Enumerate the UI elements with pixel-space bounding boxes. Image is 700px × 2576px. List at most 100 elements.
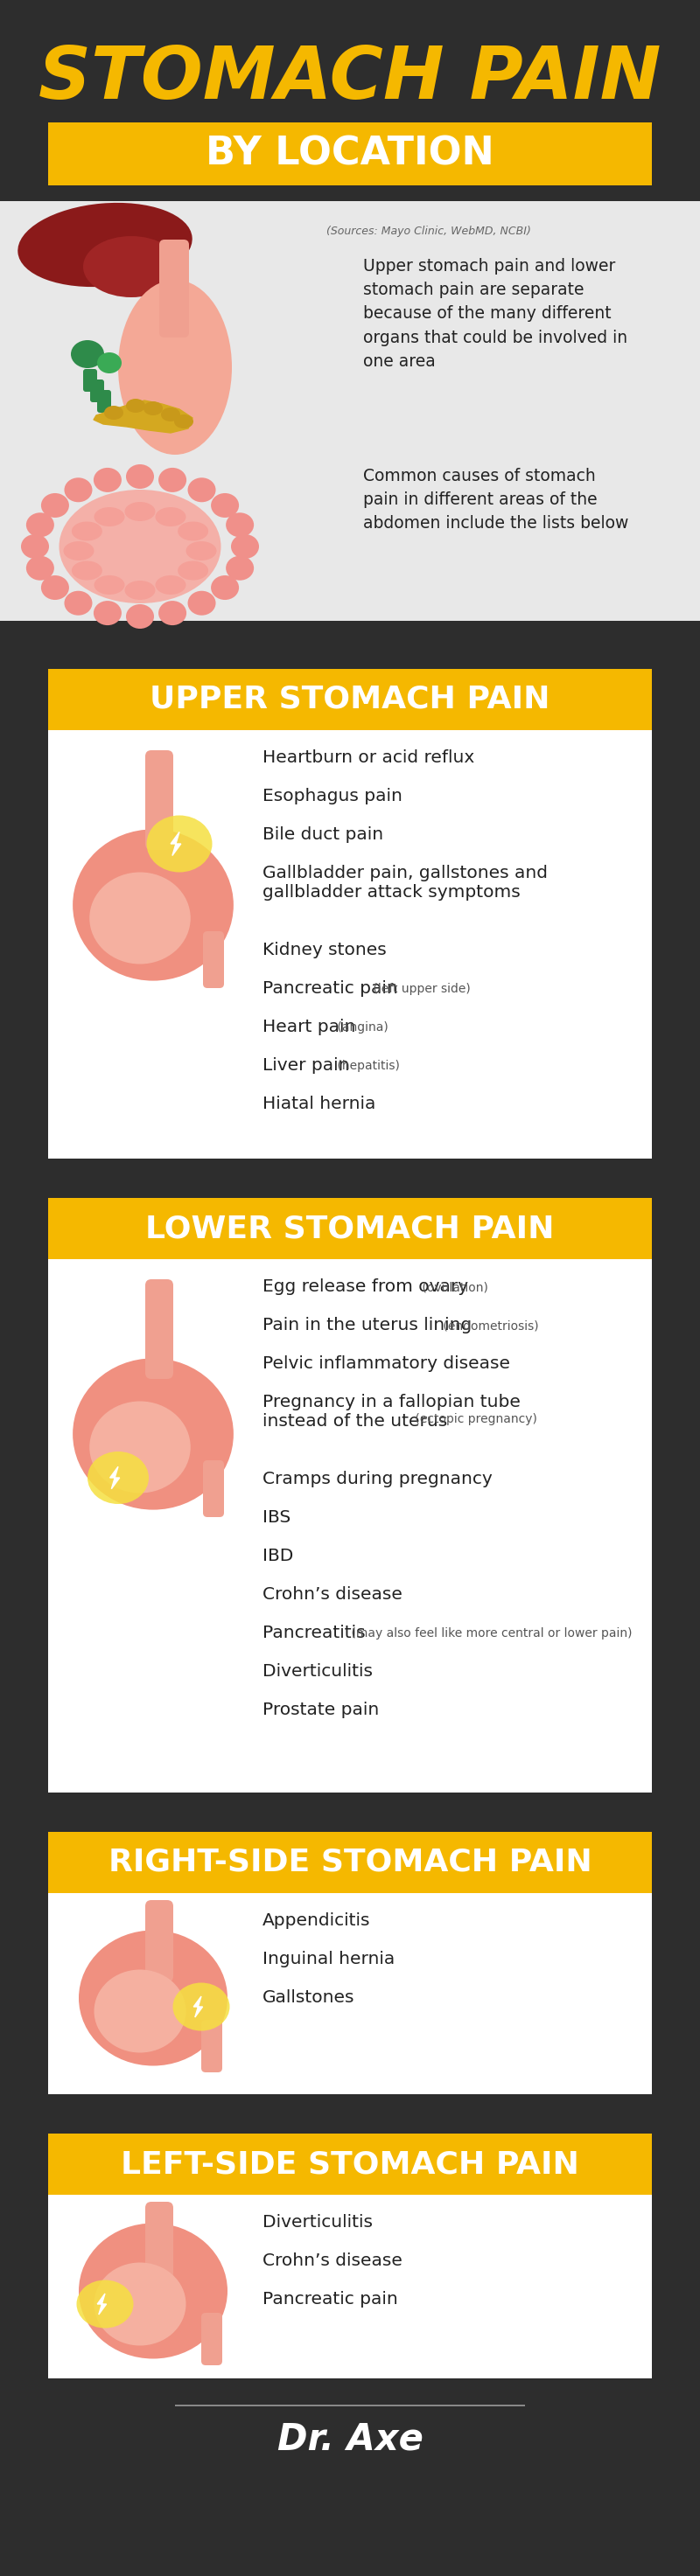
Text: Dr. Axe: Dr. Axe <box>277 2421 423 2458</box>
Bar <box>0 1159 700 1198</box>
Bar <box>48 1832 652 1893</box>
Ellipse shape <box>26 513 54 538</box>
Bar <box>48 2195 652 2378</box>
Polygon shape <box>97 2293 106 2316</box>
FancyBboxPatch shape <box>146 1280 174 1378</box>
Ellipse shape <box>64 477 92 502</box>
FancyBboxPatch shape <box>160 240 189 337</box>
Polygon shape <box>94 399 192 433</box>
Ellipse shape <box>161 407 181 422</box>
Bar <box>0 1793 700 1832</box>
Text: STOMACH PAIN: STOMACH PAIN <box>38 44 661 113</box>
Text: Liver pain: Liver pain <box>262 1056 349 1074</box>
Bar <box>0 621 700 629</box>
Ellipse shape <box>178 562 209 580</box>
Bar <box>48 124 652 185</box>
Bar <box>48 1260 652 1793</box>
Ellipse shape <box>144 402 162 415</box>
Text: Inguinal hernia: Inguinal hernia <box>262 1950 395 1968</box>
Ellipse shape <box>146 817 212 873</box>
Ellipse shape <box>59 489 221 603</box>
Text: UPPER STOMACH PAIN: UPPER STOMACH PAIN <box>150 685 550 714</box>
Ellipse shape <box>73 829 234 981</box>
FancyBboxPatch shape <box>202 2313 223 2365</box>
Text: Heartburn or acid reflux: Heartburn or acid reflux <box>262 750 475 765</box>
Bar <box>0 201 700 621</box>
Bar <box>0 629 700 670</box>
Ellipse shape <box>94 2262 186 2347</box>
Text: IBD: IBD <box>262 1548 293 1564</box>
FancyBboxPatch shape <box>203 933 224 989</box>
Text: Crohn’s disease: Crohn’s disease <box>262 2251 402 2269</box>
Bar <box>0 2094 700 2133</box>
Polygon shape <box>171 832 181 855</box>
Text: Pancreatic pain: Pancreatic pain <box>262 981 398 997</box>
Text: (hepatitis): (hepatitis) <box>333 1059 400 1072</box>
Bar <box>0 0 700 201</box>
Ellipse shape <box>78 2223 228 2360</box>
Text: (Sources: Mayo Clinic, WebMD, NCBI): (Sources: Mayo Clinic, WebMD, NCBI) <box>326 227 531 237</box>
Bar <box>48 1893 652 2094</box>
FancyBboxPatch shape <box>146 2202 174 2280</box>
Text: Egg release from ovary: Egg release from ovary <box>262 1278 468 1296</box>
Text: Crohn’s disease: Crohn’s disease <box>262 1587 402 1602</box>
Text: LEFT-SIDE STOMACH PAIN: LEFT-SIDE STOMACH PAIN <box>121 2148 579 2179</box>
Ellipse shape <box>41 574 69 600</box>
Text: Hiatal hernia: Hiatal hernia <box>262 1095 376 1113</box>
Text: Pancreatic pain: Pancreatic pain <box>262 2290 398 2308</box>
Text: Diverticulitis: Diverticulitis <box>262 2213 372 2231</box>
Text: Pain in the uterus lining: Pain in the uterus lining <box>262 1316 472 1334</box>
Text: Kidney stones: Kidney stones <box>262 943 386 958</box>
Text: Appendicitis: Appendicitis <box>262 1911 370 1929</box>
Text: IBS: IBS <box>262 1510 290 1525</box>
Text: (angina): (angina) <box>333 1020 388 1033</box>
Ellipse shape <box>94 600 122 626</box>
Polygon shape <box>110 1466 120 1489</box>
Text: Prostate pain: Prostate pain <box>262 1703 379 1718</box>
Text: Gallbladder pain, gallstones and
gallbladder attack symptoms: Gallbladder pain, gallstones and gallbla… <box>262 866 547 902</box>
Ellipse shape <box>188 590 216 616</box>
Ellipse shape <box>73 1358 234 1510</box>
Ellipse shape <box>158 469 186 492</box>
Text: Upper stomach pain and lower
stomach pain are separate
because of the many diffe: Upper stomach pain and lower stomach pai… <box>363 258 627 371</box>
Ellipse shape <box>125 580 155 600</box>
FancyBboxPatch shape <box>83 368 97 392</box>
Text: (may also feel like more central or lower pain): (may also feel like more central or lowe… <box>347 1628 632 1638</box>
FancyBboxPatch shape <box>202 2020 223 2071</box>
Text: Cramps during pregnancy: Cramps during pregnancy <box>262 1471 492 1486</box>
Ellipse shape <box>64 541 94 562</box>
Ellipse shape <box>126 399 146 412</box>
Ellipse shape <box>71 520 102 541</box>
FancyBboxPatch shape <box>146 1901 174 1984</box>
FancyBboxPatch shape <box>146 750 174 850</box>
Bar <box>0 2378 700 2576</box>
Bar <box>48 670 652 729</box>
Ellipse shape <box>186 541 216 562</box>
Bar <box>48 729 652 1159</box>
Text: Bile duct pain: Bile duct pain <box>262 827 384 842</box>
Text: Common causes of stomach
pain in different areas of the
abdomen include the list: Common causes of stomach pain in differe… <box>363 469 629 533</box>
Ellipse shape <box>155 574 186 595</box>
Text: Gallstones: Gallstones <box>262 1989 355 2007</box>
Text: Pelvic inflammatory disease: Pelvic inflammatory disease <box>262 1355 510 1373</box>
Text: (left upper side): (left upper side) <box>369 984 470 994</box>
Ellipse shape <box>118 281 232 456</box>
Ellipse shape <box>173 1984 230 2030</box>
Ellipse shape <box>18 204 192 286</box>
Polygon shape <box>193 1996 203 2017</box>
Ellipse shape <box>94 1971 186 2053</box>
Ellipse shape <box>104 407 123 420</box>
Ellipse shape <box>94 507 125 526</box>
Ellipse shape <box>126 464 154 489</box>
Text: RIGHT-SIDE STOMACH PAIN: RIGHT-SIDE STOMACH PAIN <box>108 1847 592 1878</box>
Ellipse shape <box>64 590 92 616</box>
Ellipse shape <box>97 353 122 374</box>
Ellipse shape <box>90 873 190 963</box>
Ellipse shape <box>178 520 209 541</box>
Bar <box>48 2133 652 2195</box>
Text: Heart pain: Heart pain <box>262 1018 356 1036</box>
Ellipse shape <box>88 1450 148 1504</box>
Ellipse shape <box>188 477 216 502</box>
Ellipse shape <box>226 556 254 580</box>
Ellipse shape <box>231 533 259 559</box>
